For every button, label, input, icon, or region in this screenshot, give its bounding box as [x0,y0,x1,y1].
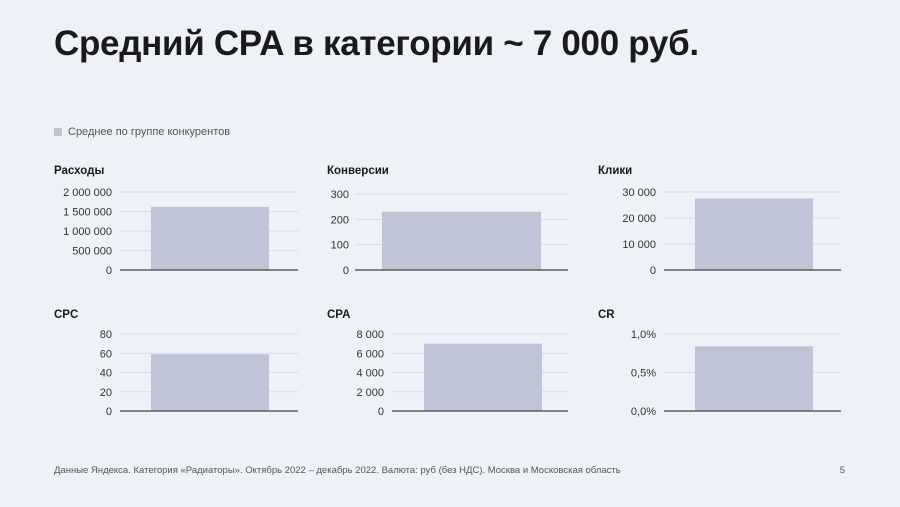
y-tick-label: 60 [100,348,112,360]
y-tick-label: 2 000 000 [63,187,112,199]
bar [424,343,542,411]
y-tick-label: 0 [343,265,349,277]
slide-title: Средний CPA в категории ~ 7 000 руб. [54,24,699,63]
y-tick-label: 20 000 [622,213,656,225]
y-tick-label: 0 [106,406,112,418]
y-tick-label: 200 [331,214,349,226]
y-tick-label: 30 000 [622,187,656,199]
y-tick-label: 1 000 000 [63,226,112,238]
y-tick-label: 0,5% [631,368,656,380]
y-tick-label: 10 000 [622,239,656,251]
chart-title: Конверсии [327,165,389,177]
y-tick-label: 1 500 000 [63,207,112,219]
bar [151,354,269,411]
y-tick-label: 0,0% [631,406,656,418]
y-tick-label: 80 [100,329,112,341]
y-tick-label: 0 [650,265,656,277]
page-number: 5 [839,465,845,476]
bar [382,211,541,270]
y-tick-label: 0 [378,406,384,418]
y-tick-label: 20 [100,387,112,399]
y-tick-label: 6 000 [356,348,384,360]
y-tick-label: 500 000 [72,246,112,258]
legend-swatch [54,128,62,136]
legend-label: Среднее по группе конкурентов [68,126,231,138]
y-tick-label: 2 000 [356,387,384,399]
y-tick-label: 1,0% [631,329,656,341]
y-tick-label: 40 [100,368,112,380]
chart-title: Клики [598,165,632,177]
y-tick-label: 300 [331,189,349,201]
chart-title: Расходы [54,165,104,177]
y-tick-label: 0 [106,265,112,277]
chart-title: CPA [327,309,350,321]
y-tick-label: 100 [331,240,349,252]
y-tick-label: 8 000 [356,329,384,341]
chart-title: CR [598,309,615,321]
footnote: Данные Яндекса. Категория «Радиаторы». О… [54,465,621,476]
bar [695,346,813,411]
legend: Среднее по группе конкурентов [54,126,230,138]
bar [695,198,813,270]
chart-title: CPC [54,309,78,321]
y-tick-label: 4 000 [356,368,384,380]
bar [151,206,269,270]
